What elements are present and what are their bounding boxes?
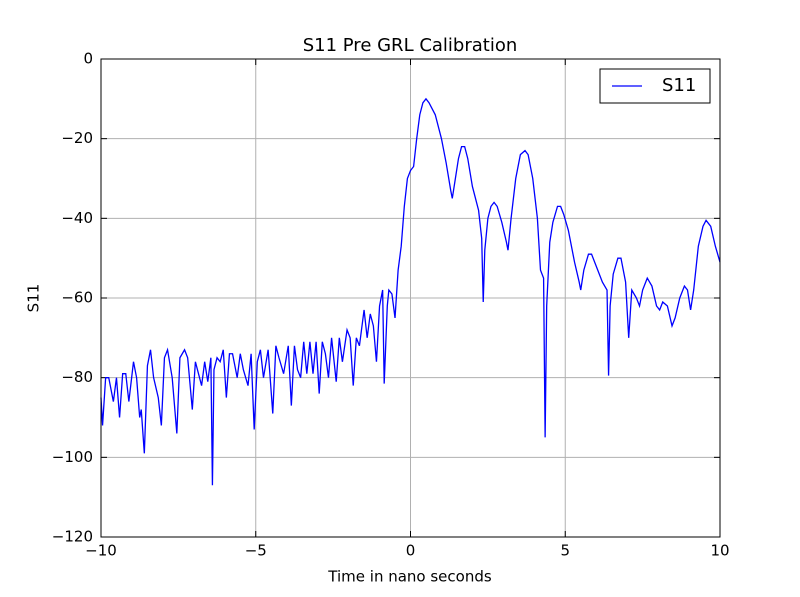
chart-title: S11 Pre GRL Calibration [303, 35, 518, 56]
x-tick-label: 5 [560, 542, 570, 560]
x-tick-label: 0 [406, 542, 416, 560]
y-tick-label: −120 [52, 528, 93, 546]
plot-frame [100, 58, 721, 538]
data-line [100, 97, 721, 486]
y-tick-label: −80 [61, 368, 93, 386]
y-tick-label: −20 [61, 129, 93, 147]
legend-label: S11 [662, 75, 696, 96]
y-axis-label: S11 [25, 284, 43, 313]
x-tick-label: 10 [710, 542, 729, 560]
x-tick-label: −10 [85, 542, 117, 560]
x-axis-label: Time in nano seconds [327, 568, 492, 586]
y-tick-label: 0 [83, 50, 93, 68]
x-tick-label: −5 [245, 542, 267, 560]
y-tick-label: −100 [52, 448, 93, 466]
y-tick-label: −40 [61, 209, 93, 227]
y-tick-label: −60 [61, 289, 93, 307]
